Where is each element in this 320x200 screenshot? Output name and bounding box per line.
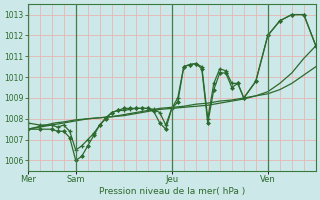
X-axis label: Pression niveau de la mer( hPa ): Pression niveau de la mer( hPa ) — [99, 187, 245, 196]
